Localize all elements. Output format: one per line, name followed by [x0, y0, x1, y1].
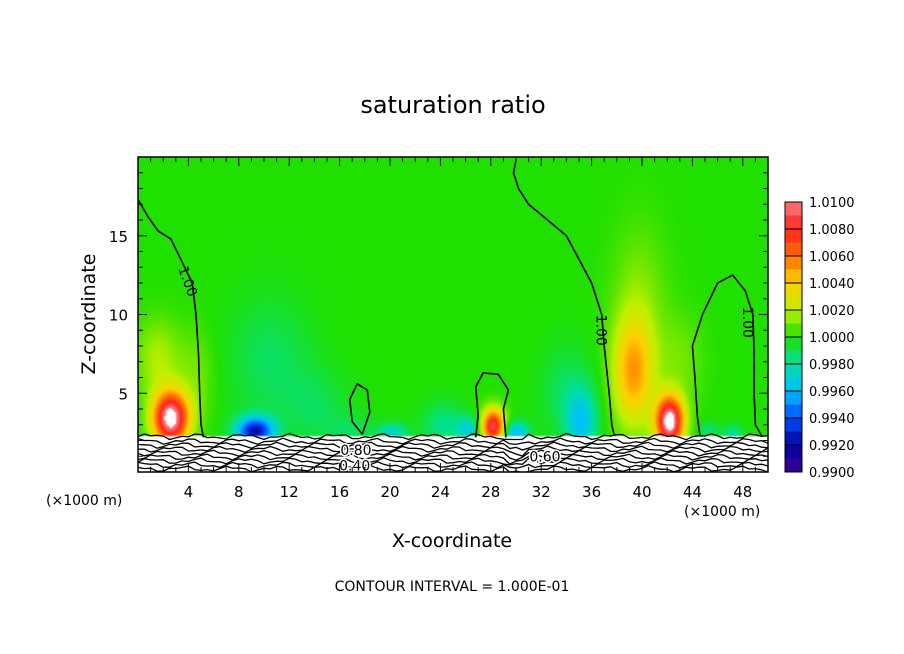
colorbar-band-3 [785, 229, 802, 243]
x-unit-label: (×1000 m) [684, 504, 760, 520]
colorbar-band-18 [785, 431, 802, 446]
colorbar-band-13 [785, 364, 802, 378]
colorbar-label-8: 0.9960 [809, 385, 855, 400]
contour-label-3: 1.00 [739, 307, 755, 338]
x-tick-label-4: 16 [330, 483, 349, 501]
colorbar-band-15 [785, 391, 802, 405]
colorbar-label-9: 0.9940 [809, 412, 855, 427]
contour-1-00-line-5 [474, 371, 510, 438]
colorbar-band-7 [785, 283, 802, 297]
colorbar-label-4: 1.0040 [809, 277, 855, 292]
colorbar-band-1 [785, 202, 802, 216]
colorbar-band-17 [785, 418, 802, 432]
x-tick-label-3: 12 [280, 483, 299, 501]
plot-area: 1.001.00 1.000.80 0.600.40 4 8 12 16 20 24 28 32 3… [109, 156, 769, 501]
x-tick-label-12: 48 [733, 483, 752, 501]
contour-1-00-line-1 [138, 199, 205, 438]
x-tick-label-10: 40 [632, 483, 651, 501]
colorbar-band-9 [785, 310, 802, 324]
x-tick-label-5: 20 [380, 483, 399, 501]
x-tick-label-8: 32 [532, 483, 551, 501]
colorbar-label-2: 1.0080 [809, 223, 855, 238]
contour-label-4: 0.80 [340, 443, 371, 459]
y-tick-label-2: 10 [109, 307, 128, 325]
x-axis-label: X-coordinate [392, 530, 512, 552]
contour-1-00-line-4 [348, 382, 371, 435]
y-tick-label-3: 15 [109, 228, 128, 246]
colorbar-label-1: 1.0100 [809, 196, 855, 211]
colorbar-band-8 [785, 296, 802, 311]
colorbar-band-10 [785, 323, 802, 338]
saturation-field [138, 157, 768, 472]
colorbar-label-10: 0.9920 [809, 439, 855, 454]
x-tick-label-9: 36 [582, 483, 601, 501]
x-tick-label-11: 44 [683, 483, 702, 501]
colorbar-label-7: 0.9980 [809, 358, 855, 373]
z-unit-label: (×1000 m) [46, 493, 122, 509]
y-axis-label: Z-coordinate [78, 254, 100, 375]
contour-label-2: 1.00 [593, 315, 609, 346]
y-tick-label-1: 5 [118, 385, 128, 403]
colorbar-band-19 [785, 445, 802, 459]
contour-1-00-line-2 [512, 159, 616, 436]
colorbar-band-12 [785, 350, 802, 365]
colorbar-label-6: 1.0000 [809, 331, 855, 346]
surface-contour-line-1 [138, 432, 768, 441]
colorbar-band-20 [785, 458, 802, 473]
surface-contour-line-5 [138, 449, 768, 461]
x-tick-label-1: 4 [184, 483, 194, 501]
colorbar-label-5: 1.0020 [809, 304, 855, 319]
surface-contour-line-4 [138, 445, 768, 457]
contour-1-00-line-3 [691, 274, 763, 437]
x-tick-label-6: 24 [431, 483, 450, 501]
colorbar: 1.0100 1.0080 1.0060 1.0040 1.0020 1.0000 0.99… [784, 196, 855, 481]
surface-contour-line-2 [138, 437, 768, 446]
x-tick-label-2: 8 [234, 483, 244, 501]
colorbar-band-4 [785, 242, 802, 257]
surface-contour-line-7 [138, 457, 768, 466]
contour-interval-note: CONTOUR INTERVAL = 1.000E-01 [335, 579, 570, 595]
colorbar-band-2 [785, 215, 802, 230]
colorbar-band-5 [785, 256, 802, 270]
colorbar-label-3: 1.0060 [809, 250, 855, 265]
colorbar-band-14 [785, 377, 802, 392]
colorbar-label-11: 0.9900 [809, 466, 855, 481]
contour-label-5: 0.60 [529, 449, 560, 465]
colorbar-band-16 [785, 404, 802, 419]
x-tick-label-7: 28 [481, 483, 500, 501]
colorbar-band-6 [785, 269, 802, 284]
surface-contour-line-6 [138, 453, 768, 465]
surface-contour-line-8 [138, 461, 768, 469]
surface-contour-line-3 [138, 441, 768, 451]
colorbar-band-11 [785, 337, 802, 351]
chart-title: saturation ratio [360, 91, 545, 119]
